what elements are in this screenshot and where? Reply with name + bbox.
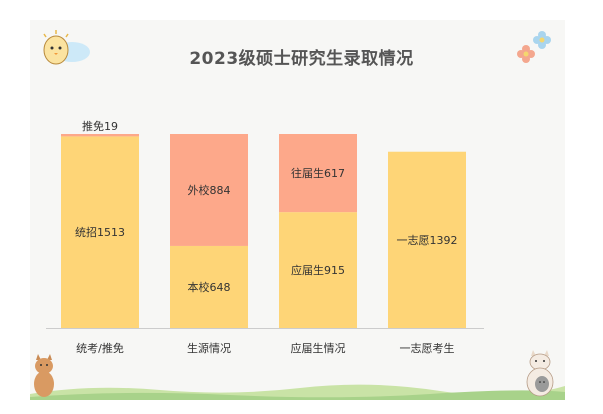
data-label: 统招1513 <box>75 225 125 239</box>
data-label: 本校648 <box>188 280 231 294</box>
grass-decoration <box>30 384 565 400</box>
bar-segment <box>279 212 357 328</box>
flower-icon <box>517 31 551 63</box>
data-label: 应届生915 <box>291 263 345 277</box>
bar-segment <box>61 134 139 137</box>
bar-segment <box>61 136 139 328</box>
data-label: 一志愿1392 <box>397 234 458 247</box>
x-tick-label: 一志愿考生 <box>400 341 455 355</box>
bar-segment <box>279 134 357 213</box>
bar-segment <box>388 151 466 328</box>
x-tick-label: 生源情况 <box>187 341 231 355</box>
bar-segment <box>170 134 248 246</box>
x-tick-label: 统考/推免 <box>76 341 124 355</box>
chart-title: 2023级硕士研究生录取情况 <box>189 49 414 69</box>
data-label: 外校884 <box>188 183 231 197</box>
data-label: 往届生617 <box>291 166 345 180</box>
bar-segment <box>170 245 248 328</box>
x-tick-label: 应届生情况 <box>291 341 346 355</box>
cat-dog-icon <box>526 350 554 397</box>
chick-icon <box>43 30 90 65</box>
cat-icon <box>34 354 54 397</box>
data-label: 推免19 <box>82 119 118 133</box>
